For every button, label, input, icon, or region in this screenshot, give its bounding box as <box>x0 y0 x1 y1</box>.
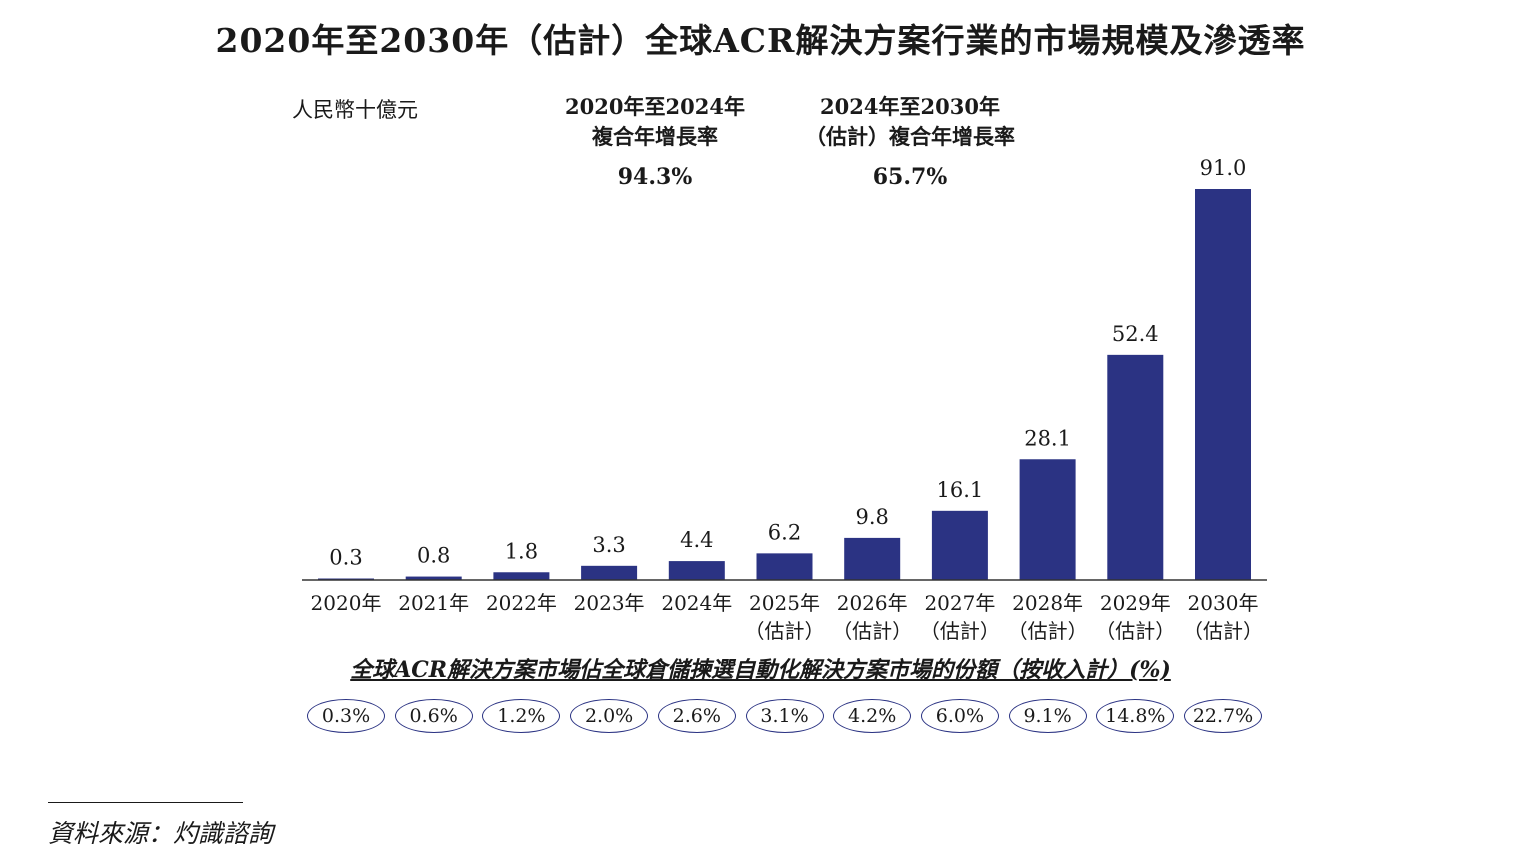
bar <box>581 565 638 580</box>
bar-value-label: 28.1 <box>1024 426 1071 450</box>
share-badge: 3.1% <box>745 699 824 733</box>
bar-value-label: 1.8 <box>505 539 538 563</box>
bar-value-label: 6.2 <box>768 520 801 544</box>
cagr-period-line2: 複合年增長率 <box>592 124 718 149</box>
bar-value-label: 0.8 <box>417 544 450 568</box>
x-tick-sublabel: （估計） <box>1008 619 1088 643</box>
cagr-annotation-2024-2030: 2024年至2030年 （估計）複合年增長率 65.7% <box>765 92 1055 192</box>
chart-title: 2020年至2030年（估計）全球ACR解決方案行業的市場規模及滲透率 <box>215 21 1306 60</box>
cagr-annotation-2020-2024: 2020年至2024年 複合年增長率 94.3% <box>530 92 780 192</box>
share-badge: 2.6% <box>657 699 736 733</box>
source-note: 資料來源：灼識諮詢 <box>48 819 274 848</box>
x-tick-label: 2027年 <box>924 591 995 615</box>
x-tick-label: 2029年 <box>1100 591 1171 615</box>
share-badge: 14.8% <box>1096 699 1175 733</box>
bar-value-label: 4.4 <box>680 528 713 552</box>
share-badge: 22.7% <box>1184 699 1262 733</box>
x-tick-sublabel: （估計） <box>1183 619 1263 643</box>
x-tick-sublabel: （估計） <box>920 619 1000 643</box>
share-title: 全球ACR解決方案市場佔全球倉儲揀選自動化解決方案市場的份額（按收入計）(%) <box>350 657 1171 683</box>
bar <box>931 510 988 580</box>
x-tick-sublabel: （估計） <box>1095 619 1175 643</box>
share-badge: 0.3% <box>307 699 385 733</box>
x-tick-sublabel: （估計） <box>832 619 912 643</box>
share-badge: 9.1% <box>1008 699 1087 733</box>
bar-value-label: 9.8 <box>855 505 888 529</box>
x-tick-label: 2025年 <box>749 591 820 615</box>
x-tick-label: 2021年 <box>398 591 469 615</box>
bar-value-label: 91.0 <box>1200 156 1247 180</box>
bar <box>756 553 813 580</box>
x-tick-label: 2028年 <box>1012 591 1083 615</box>
bar-value-label: 52.4 <box>1112 322 1159 346</box>
x-tick-sublabel: （估計） <box>745 619 825 643</box>
share-badge: 0.6% <box>394 699 473 733</box>
bar <box>1107 354 1164 580</box>
x-tick-label: 2024年 <box>661 591 732 615</box>
cagr-period-line1: 2020年至2024年 <box>565 94 745 119</box>
cagr-period-line1: 2024年至2030年 <box>820 94 1000 119</box>
x-tick-label: 2020年 <box>311 591 382 615</box>
x-tick-label: 2030年 <box>1188 591 1259 615</box>
share-badge: 2.0% <box>570 699 649 733</box>
cagr-value: 94.3% <box>617 164 693 190</box>
unit-label: 人民幣十億元 <box>292 98 418 122</box>
x-tick-label: 2023年 <box>574 591 645 615</box>
bar-value-label: 3.3 <box>592 533 625 557</box>
x-tick-label: 2026年 <box>837 591 908 615</box>
bar <box>1195 189 1251 580</box>
bar-value-label: 16.1 <box>937 478 984 502</box>
bar <box>844 537 901 580</box>
cagr-period-line2: （估計）複合年增長率 <box>805 124 1015 149</box>
source-divider <box>48 802 243 803</box>
bar <box>1019 459 1076 580</box>
cagr-value: 65.7% <box>872 164 948 190</box>
bar <box>668 561 725 580</box>
x-tick-label: 2022年 <box>486 591 557 615</box>
bar-value-label: 0.3 <box>329 546 362 570</box>
share-badge: 1.2% <box>482 699 561 733</box>
bar <box>405 576 462 580</box>
share-badge: 4.2% <box>833 699 912 733</box>
share-badge: 6.0% <box>920 699 999 733</box>
bar <box>493 572 550 580</box>
